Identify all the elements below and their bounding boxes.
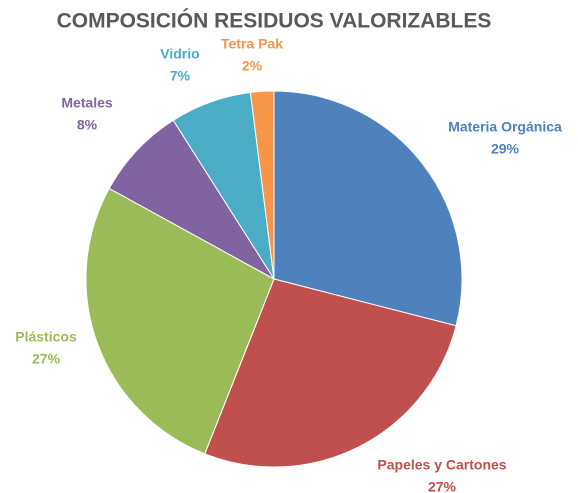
pie-slice [85, 187, 275, 455]
pie-slice [273, 90, 463, 327]
slice-value-label: 2% [242, 58, 263, 74]
slice-label: Tetra Pak [221, 36, 283, 52]
slice-label: Materia Orgánica [448, 119, 562, 135]
pie-slice [249, 90, 275, 280]
slice-label: Vidrio [160, 46, 199, 62]
slice-value-label: 27% [32, 351, 61, 367]
slice-label: Papeles y Cartones [377, 457, 506, 473]
pie-slice [204, 278, 457, 468]
slice-label: Plásticos [15, 329, 77, 345]
slice-label: Metales [61, 95, 113, 111]
slice-value-label: 29% [491, 141, 520, 157]
pie-slice [108, 119, 275, 280]
slice-value-label: 8% [77, 117, 98, 133]
chart-title: COMPOSICIÓN RESIDUOS VALORIZABLES [57, 9, 492, 33]
slice-value-label: 7% [170, 68, 191, 84]
slice-value-label: 27% [428, 479, 457, 493]
